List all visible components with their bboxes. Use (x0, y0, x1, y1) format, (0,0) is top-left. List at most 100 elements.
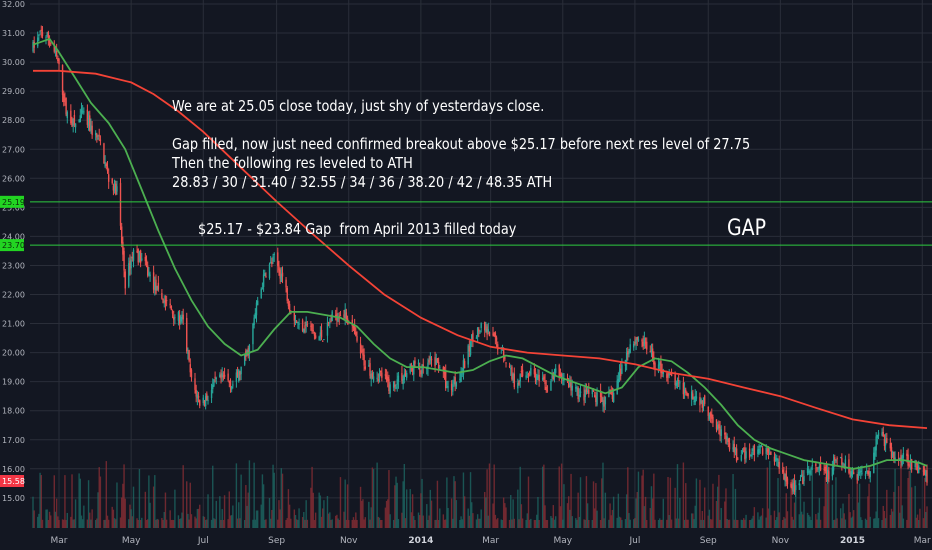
volume-bar (583, 519, 585, 528)
volume-bar (576, 519, 578, 528)
candle-body (725, 435, 727, 444)
candle-body (256, 300, 259, 306)
volume-bar (476, 514, 479, 528)
candle-body (240, 366, 242, 375)
volume-bar (649, 508, 651, 528)
volume-bar (577, 492, 579, 528)
candle-body (576, 388, 578, 390)
candle-body (892, 451, 894, 457)
volume-bar (145, 519, 148, 528)
candle-body (148, 272, 150, 275)
volume-bar (850, 517, 853, 528)
candle-body (734, 448, 737, 451)
volume-bar (450, 498, 453, 528)
volume-bar (144, 491, 147, 528)
volume-bar (621, 519, 623, 528)
volume-bar (80, 515, 83, 528)
candle-body (303, 328, 305, 333)
volume-bar (453, 476, 455, 528)
y-tick-label: 29.00 (2, 87, 25, 96)
volume-bar (50, 515, 52, 528)
candle-body (578, 394, 581, 397)
volume-bar (715, 500, 718, 528)
volume-bar (463, 496, 466, 528)
candle-body (371, 373, 374, 378)
candle-body (621, 364, 623, 374)
volume-bar (778, 512, 780, 528)
volume-bar (269, 518, 272, 528)
volume-bar (301, 517, 304, 528)
candle-body (790, 483, 792, 487)
volume-bar (343, 511, 345, 528)
volume-bar (728, 519, 731, 528)
candle-body (311, 323, 313, 332)
candle-body (567, 382, 570, 388)
volume-bar (559, 506, 562, 528)
candle-body (861, 472, 863, 474)
candle-body (87, 118, 90, 127)
volume-bar (115, 519, 117, 528)
candle-body (462, 360, 465, 375)
volume-bar (246, 505, 248, 528)
volume-bar (203, 516, 206, 528)
volume-bar (260, 504, 262, 528)
candle-body (599, 390, 602, 397)
volume-bar (170, 519, 173, 528)
volume-bar (38, 513, 40, 528)
volume-bar (642, 469, 644, 528)
volume-bar (372, 469, 375, 528)
volume-bar (139, 519, 142, 528)
candle-body (255, 302, 258, 316)
candle-body (479, 331, 481, 333)
candle-body (897, 458, 900, 460)
last-price-label: 15.58 (2, 477, 25, 486)
candle-body (915, 463, 918, 465)
volume-bar (839, 508, 842, 528)
volume-bar (414, 520, 416, 528)
volume-bar (128, 519, 130, 528)
volume-bar (228, 491, 231, 528)
volume-bar (617, 493, 620, 528)
candle-body (795, 485, 797, 491)
candle-body (447, 386, 449, 388)
volume-bar (740, 519, 743, 528)
volume-bar (765, 517, 767, 528)
candle-body (392, 381, 395, 388)
candle-body (96, 134, 98, 138)
volume-bar (220, 519, 222, 528)
volume-bar (239, 518, 241, 528)
y-tick-label: 23.00 (2, 261, 25, 270)
volume-bar (753, 507, 756, 528)
candle-body (454, 377, 456, 385)
candle-body (129, 261, 131, 270)
candle-body (914, 460, 916, 468)
candle-body (435, 358, 437, 365)
volume-bar (46, 509, 48, 528)
volume-bar (389, 514, 391, 528)
candle-body (369, 363, 371, 376)
candle-body (675, 383, 678, 386)
candle-body (889, 442, 892, 449)
volume-bar (585, 476, 588, 528)
candle-body (206, 393, 208, 400)
volume-bar (702, 519, 705, 528)
candle-body (874, 447, 876, 456)
volume-bar (637, 471, 640, 528)
volume-bar (494, 514, 497, 528)
volume-bar (886, 489, 888, 528)
volume-bar (392, 519, 395, 528)
volume-bar (604, 492, 607, 528)
candle-body (685, 389, 687, 393)
volume-bar (411, 494, 414, 528)
candle-body (873, 452, 875, 474)
candle-body (642, 341, 644, 347)
x-tick-label: Jul (197, 536, 209, 546)
volume-bar (777, 478, 779, 528)
candle-body (171, 310, 174, 314)
volume-bar (856, 469, 858, 528)
volume-bar (567, 496, 570, 528)
candle-body (111, 178, 113, 184)
volume-bar (657, 519, 660, 528)
